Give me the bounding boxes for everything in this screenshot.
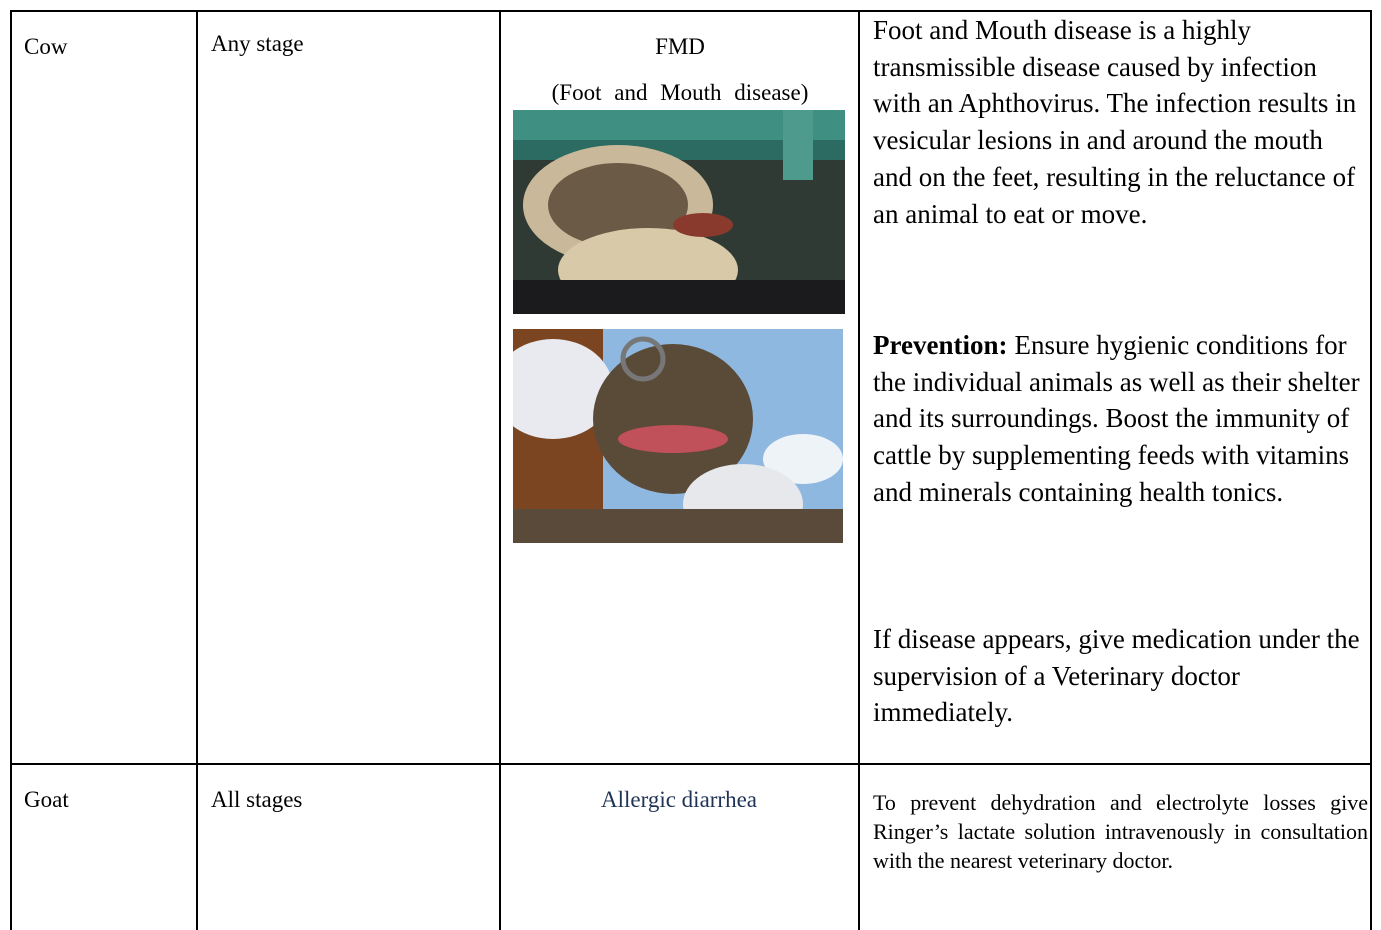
table-border bbox=[10, 10, 12, 930]
stage: Any stage bbox=[211, 31, 304, 56]
prevention-label: Prevention: bbox=[873, 330, 1008, 360]
hoof-photo bbox=[513, 110, 845, 314]
prevention-text: Ensure hygienic conditions for the indiv… bbox=[873, 330, 1360, 507]
table-border bbox=[10, 763, 1372, 765]
disease-subtitle: (Foot and Mouth disease) bbox=[551, 80, 809, 105]
table-border bbox=[1370, 10, 1372, 930]
advice: If disease appears, give medication unde… bbox=[873, 624, 1360, 728]
prevention-paragraph: Prevention: Ensure hygienic conditions fo… bbox=[873, 327, 1363, 511]
mouth-photo bbox=[513, 329, 843, 543]
table-border bbox=[858, 10, 860, 930]
animal: Cow bbox=[24, 34, 68, 59]
table-border bbox=[10, 10, 1372, 12]
treatment: To prevent dehydration and electrolyte l… bbox=[873, 790, 1368, 873]
stage: All stages bbox=[211, 787, 303, 812]
disease-title: FMD bbox=[655, 34, 705, 59]
table-border bbox=[196, 10, 198, 930]
table-border bbox=[499, 10, 501, 930]
disease-title: Allergic diarrhea bbox=[600, 787, 758, 812]
animal: Goat bbox=[24, 787, 69, 812]
description: Foot and Mouth disease is a highly trans… bbox=[873, 15, 1357, 229]
